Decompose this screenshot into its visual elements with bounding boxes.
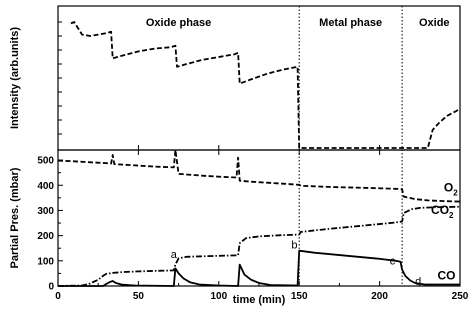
x-axis-title: time (min) — [233, 294, 286, 306]
y-tick-label: 200 — [37, 231, 54, 242]
axis-ticks: 0 50 100 150 200 250 0 100 200 300 400 500 — [37, 21, 469, 302]
series-label-o2: O2 — [444, 181, 458, 198]
phase-boundary-lines — [298, 6, 403, 286]
y-tick-label: 100 — [37, 256, 54, 267]
y-tick-label: 400 — [37, 181, 54, 192]
phase-label: Oxide — [419, 17, 450, 29]
top-panel-frame — [57, 5, 461, 151]
series-line-o2 — [57, 149, 461, 203]
phase-label: Metal phase — [319, 17, 382, 29]
series-line-co2 — [57, 205, 461, 287]
x-tick-label: 200 — [371, 291, 388, 302]
data-series — [57, 21, 461, 287]
y-tick-label: 0 — [48, 282, 54, 293]
chart-labels: Oxide phase Metal phase Oxide a b c d O2 CO2 CO — [146, 17, 458, 288]
x-tick-label: 100 — [210, 291, 227, 302]
bottom-y-axis-title: Partial Pres. (mbar) — [9, 167, 21, 268]
phase-label: Oxide phase — [146, 17, 211, 29]
x-tick-label: 150 — [291, 291, 308, 302]
point-annotation-c: c — [390, 256, 396, 268]
x-tick-label: 250 — [452, 291, 469, 302]
point-annotation-b: b — [291, 240, 297, 252]
y-tick-label: 300 — [37, 206, 54, 217]
series-label-co: CO — [437, 269, 455, 283]
bottom-panel-frame — [57, 149, 461, 287]
y-tick-label: 500 — [37, 156, 54, 167]
point-annotation-a: a — [171, 249, 178, 261]
x-tick-label: 0 — [55, 291, 61, 302]
top-y-axis-title: Intensity (arb.units) — [9, 27, 21, 129]
series-line-co — [58, 249, 460, 287]
x-tick-label: 50 — [133, 291, 145, 302]
point-annotation-d: d — [415, 276, 421, 288]
intensity-series-line — [70, 21, 461, 149]
series-label-co2: CO2 — [431, 203, 454, 220]
